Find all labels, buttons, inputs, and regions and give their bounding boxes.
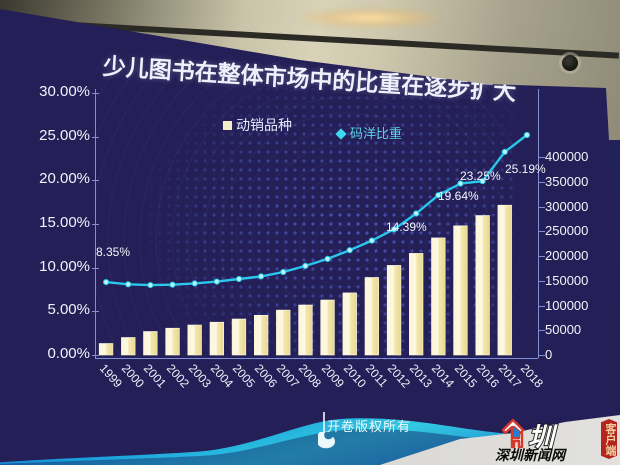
svg-text:深圳新闻网: 深圳新闻网 bbox=[495, 447, 567, 463]
